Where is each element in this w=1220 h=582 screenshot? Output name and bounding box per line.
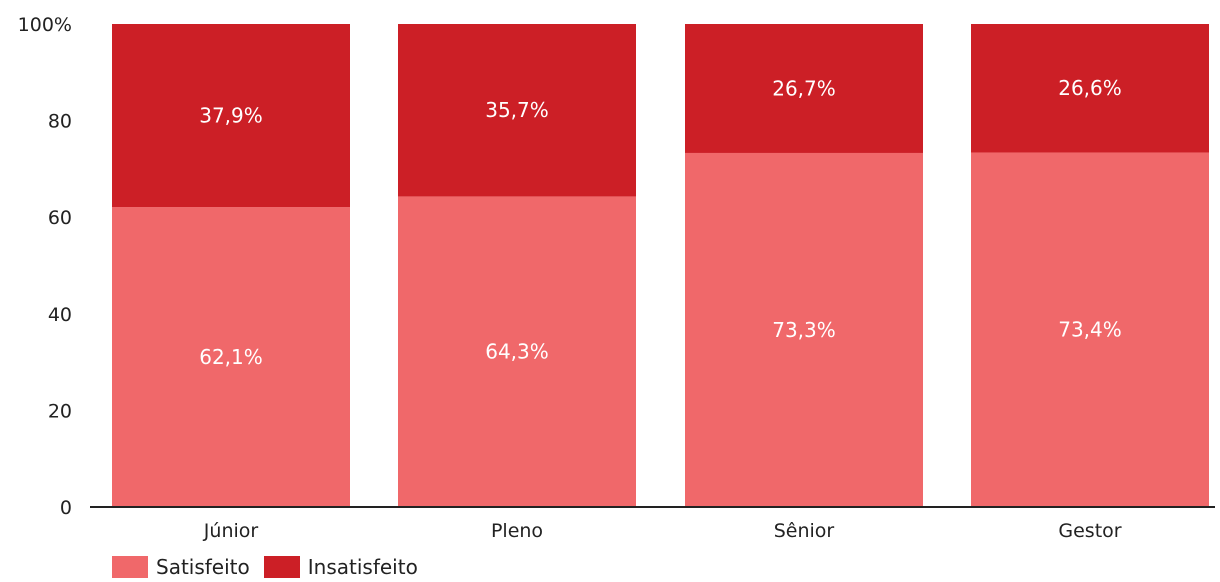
x-tick-label: Gestor (1058, 520, 1121, 542)
y-tick-label: 20 (48, 400, 72, 422)
legend-item-satisfeito: Satisfeito (112, 555, 250, 579)
data-label: 73,3% (772, 318, 836, 342)
data-label: 62,1% (199, 345, 263, 369)
y-tick-label: 80 (48, 111, 72, 133)
x-tick-label: Júnior (203, 520, 259, 542)
legend: Satisfeito Insatisfeito (112, 552, 432, 582)
bar-insatisfeito-1 (398, 24, 636, 197)
x-tick-label: Pleno (491, 520, 543, 542)
x-tick-label: Sênior (774, 520, 835, 542)
y-tick-label: 40 (48, 304, 72, 326)
data-label: 64,3% (485, 340, 549, 364)
data-label: 73,4% (1058, 318, 1122, 342)
data-label: 26,7% (772, 76, 836, 100)
legend-item-insatisfeito: Insatisfeito (263, 555, 418, 579)
legend-label-insatisfeito: Insatisfeito (307, 555, 418, 579)
y-tick-label: 60 (48, 207, 72, 229)
y-tick-label: 0 (60, 497, 72, 519)
bar-satisfeito-2 (685, 152, 923, 507)
data-label: 37,9% (199, 104, 263, 128)
legend-swatch-satisfeito (112, 556, 148, 578)
bar-insatisfeito-0 (112, 24, 350, 208)
bar-satisfeito-0 (112, 207, 350, 507)
y-tick-label: 100% (18, 14, 72, 36)
data-label: 35,7% (485, 98, 549, 122)
legend-label-satisfeito: Satisfeito (156, 555, 250, 579)
bar-insatisfeito-2 (685, 24, 923, 153)
stacked-bar-chart: 0 20 40 60 80 100% 62,1% 37,9% Júnior 64,3% 35,7% P… (18, 14, 1215, 542)
bar-insatisfeito-3 (971, 24, 1209, 153)
legend-swatch-insatisfeito (263, 556, 300, 578)
data-label: 26,6% (1058, 76, 1122, 100)
bar-satisfeito-1 (398, 196, 636, 507)
bar-satisfeito-3 (971, 152, 1209, 507)
